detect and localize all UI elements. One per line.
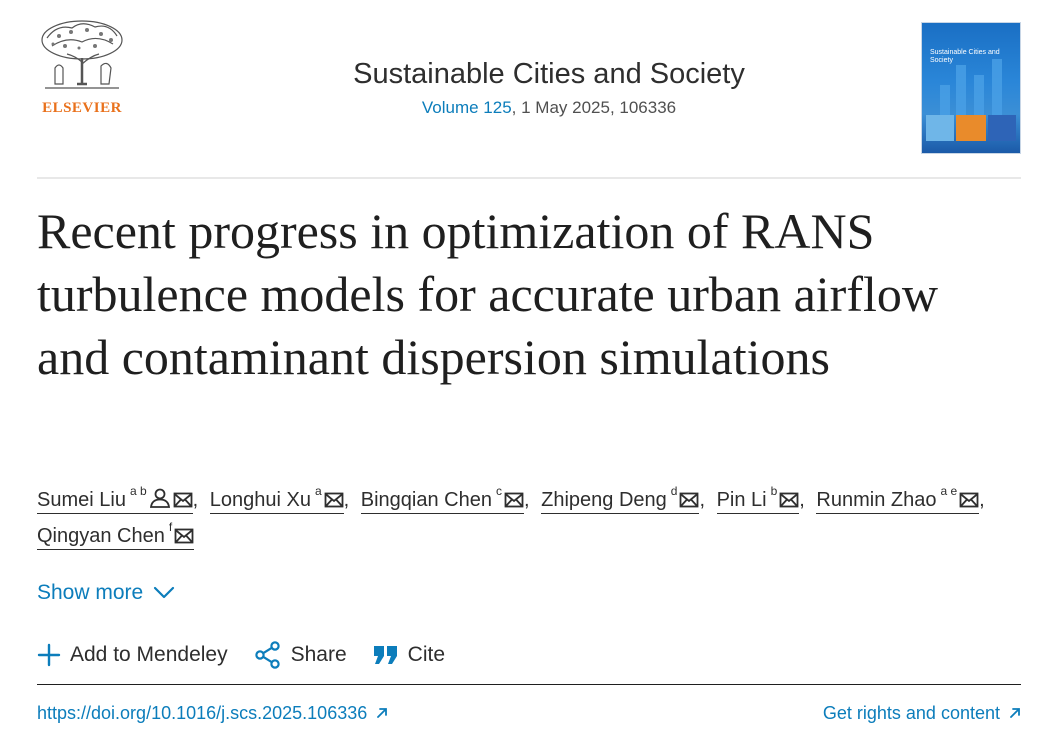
author-link[interactable]: Qingyan Chen f: [37, 520, 195, 550]
doi-link[interactable]: https://doi.org/10.1016/j.scs.2025.10633…: [37, 703, 388, 724]
author-name: Longhui Xu: [209, 489, 311, 511]
cover-tile: [956, 115, 986, 141]
author-list: Sumei Liu a b, Longhui Xu a, Bingqian Chen…: [37, 482, 997, 554]
author-name: Qingyan Chen: [37, 525, 165, 547]
plus-icon: [37, 643, 61, 667]
publisher-name: ELSEVIER: [42, 100, 122, 116]
author-link[interactable]: Runmin Zhao a e: [816, 484, 980, 514]
author-name: Bingqian Chen: [360, 489, 492, 511]
cover-tile: [988, 115, 1016, 141]
share-icon: [254, 641, 280, 669]
author-name: Sumei Liu: [37, 489, 126, 511]
journal-meta: Volume 125, 1 May 2025, 106336: [237, 98, 861, 118]
author-affiliations: b: [770, 484, 778, 498]
journal-info: Sustainable Cities and Society Volume 12…: [237, 54, 861, 118]
header-divider: [37, 177, 1021, 179]
cover-building: [974, 75, 984, 115]
article-actions: Add to Mendeley Share Cite: [37, 640, 471, 670]
cover-image-strip: [922, 115, 1020, 141]
author-affiliations: d: [670, 484, 678, 498]
author-link[interactable]: Sumei Liu a b: [37, 484, 193, 514]
author-affiliations: f: [168, 520, 173, 534]
cover-building: [940, 85, 950, 115]
show-more-label: Show more: [37, 581, 144, 604]
author-separator: ,: [343, 489, 350, 511]
author-link[interactable]: Zhipeng Deng d: [541, 484, 700, 514]
get-rights-link[interactable]: Get rights and content: [823, 703, 1021, 724]
author-link[interactable]: Pin Li b: [716, 484, 800, 514]
external-link-icon: [1010, 708, 1020, 718]
mail-icon[interactable]: [173, 492, 193, 508]
mail-icon[interactable]: [504, 492, 524, 508]
mail-icon[interactable]: [779, 492, 799, 508]
quote-icon: [373, 646, 397, 664]
mail-icon[interactable]: [324, 492, 344, 508]
get-rights-text: Get rights and content: [822, 703, 1000, 723]
show-more-button[interactable]: Show more: [37, 581, 175, 605]
cover-building: [992, 59, 1002, 115]
share-button[interactable]: Share: [254, 641, 347, 669]
author-name: Zhipeng Deng: [541, 489, 667, 511]
article-title: Recent progress in optimization of RANS …: [37, 203, 938, 385]
cover-title: Sustainable Cities and Society: [930, 49, 1000, 64]
external-link-icon: [377, 708, 388, 718]
volume-link[interactable]: Volume 125: [421, 98, 512, 117]
author-name: Runmin Zhao: [816, 489, 937, 511]
actions-divider: [37, 684, 1021, 685]
journal-title-text[interactable]: Sustainable Cities and Society: [353, 58, 745, 90]
elsevier-tree-icon: [41, 20, 123, 89]
author-name: Pin Li: [716, 489, 767, 511]
author-separator: ,: [523, 489, 530, 511]
cite-button[interactable]: Cite: [373, 643, 445, 667]
author-link[interactable]: Bingqian Chen c: [360, 484, 524, 514]
author-link[interactable]: Longhui Xu a: [209, 484, 344, 514]
author-separator: ,: [799, 489, 805, 511]
doi-text: https://doi.org/10.1016/j.scs.2025.10633…: [37, 703, 368, 723]
person-icon[interactable]: [149, 488, 171, 508]
cite-label: Cite: [407, 643, 446, 666]
chevron-down-icon: [154, 586, 175, 599]
add-to-mendeley-label: Add to Mendeley: [70, 643, 228, 666]
cover-building: [956, 65, 966, 115]
cover-tile: [926, 115, 954, 141]
article-header: ELSEVIER Sustainable Cities and Society …: [37, 18, 1021, 158]
add-to-mendeley-button[interactable]: Add to Mendeley: [37, 643, 228, 667]
issue-date-and-article-number: , 1 May 2025, 106336: [511, 98, 677, 117]
elsevier-logo[interactable]: ELSEVIER: [37, 18, 127, 122]
author-affiliations: a e: [940, 484, 958, 498]
author-separator: ,: [699, 489, 706, 511]
mail-icon[interactable]: [679, 492, 699, 508]
mail-icon[interactable]: [959, 492, 979, 508]
author-affiliations: a: [314, 484, 322, 498]
author-affiliations: a b: [129, 484, 147, 498]
mail-icon[interactable]: [174, 528, 194, 544]
author-separator: ,: [192, 489, 199, 511]
author-separator: ,: [979, 489, 985, 511]
journal-cover-image[interactable]: Sustainable Cities and Society: [921, 22, 1021, 154]
author-affiliations: c: [495, 484, 502, 498]
share-label: Share: [290, 643, 347, 666]
journal-title[interactable]: Sustainable Cities and Society: [237, 54, 861, 94]
